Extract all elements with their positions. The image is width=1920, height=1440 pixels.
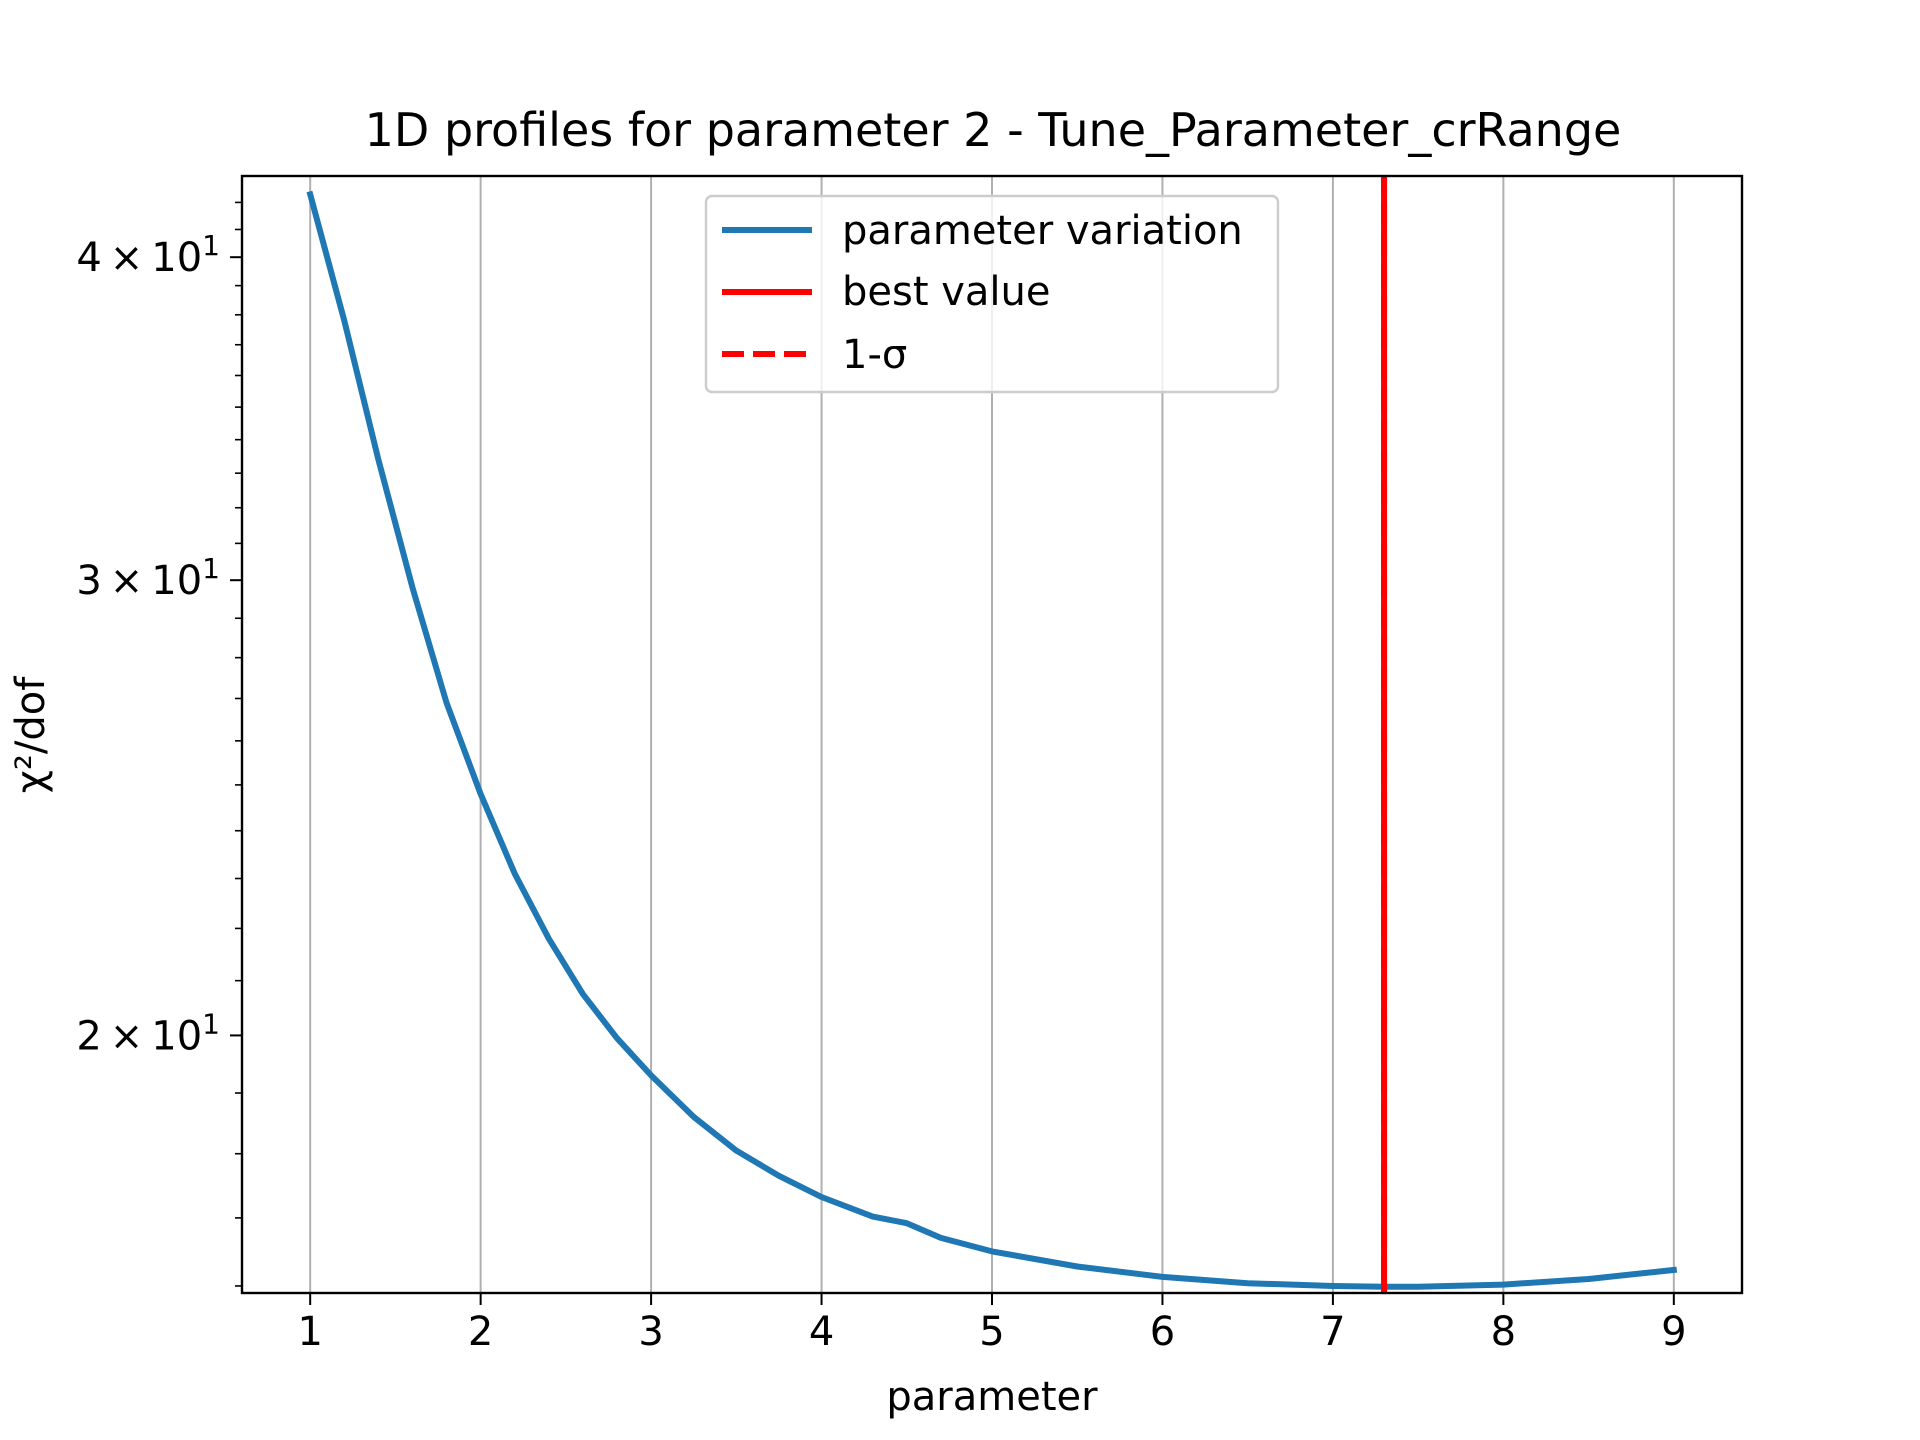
x-axis: 1 2 3 4 5 6 7 8 9 (297, 1293, 1687, 1355)
legend-label-best-value: best value (842, 269, 1051, 315)
legend-label-parameter-variation: parameter variation (842, 208, 1243, 254)
x-tick-label: 1 (297, 1309, 322, 1355)
x-tick-label: 4 (809, 1309, 834, 1355)
series-layer (306, 176, 1678, 1293)
y-tick-label: 4 × 101 (76, 229, 220, 281)
x-tick-label: 6 (1150, 1309, 1175, 1355)
x-tick-label: 9 (1661, 1309, 1686, 1355)
plot-area (240, 174, 1744, 1295)
y-axis-label: χ²/dof (8, 676, 54, 793)
y-tick-label: 3 × 101 (76, 552, 220, 604)
y-axis: 2 × 101 3 × 101 4 × 101 (76, 201, 242, 1287)
x-tick-label: 2 (468, 1309, 493, 1355)
chart-title: 1D profiles for parameter 2 - Tune_Param… (365, 103, 1622, 157)
y-tick-label: 2 × 101 (76, 1007, 220, 1059)
x-tick-label: 7 (1320, 1309, 1345, 1355)
legend-box (704, 194, 1280, 394)
x-tick-label: 5 (979, 1309, 1004, 1355)
x-tick-label: 3 (638, 1309, 663, 1355)
series-line-parameter-variation (306, 190, 1678, 1290)
legend-label-1-sigma: 1-σ (842, 332, 907, 378)
x-tick-label: 8 (1491, 1309, 1516, 1355)
legend: parameter variation best value 1-σ (704, 194, 1280, 394)
x-axis-label: parameter (886, 1374, 1098, 1420)
